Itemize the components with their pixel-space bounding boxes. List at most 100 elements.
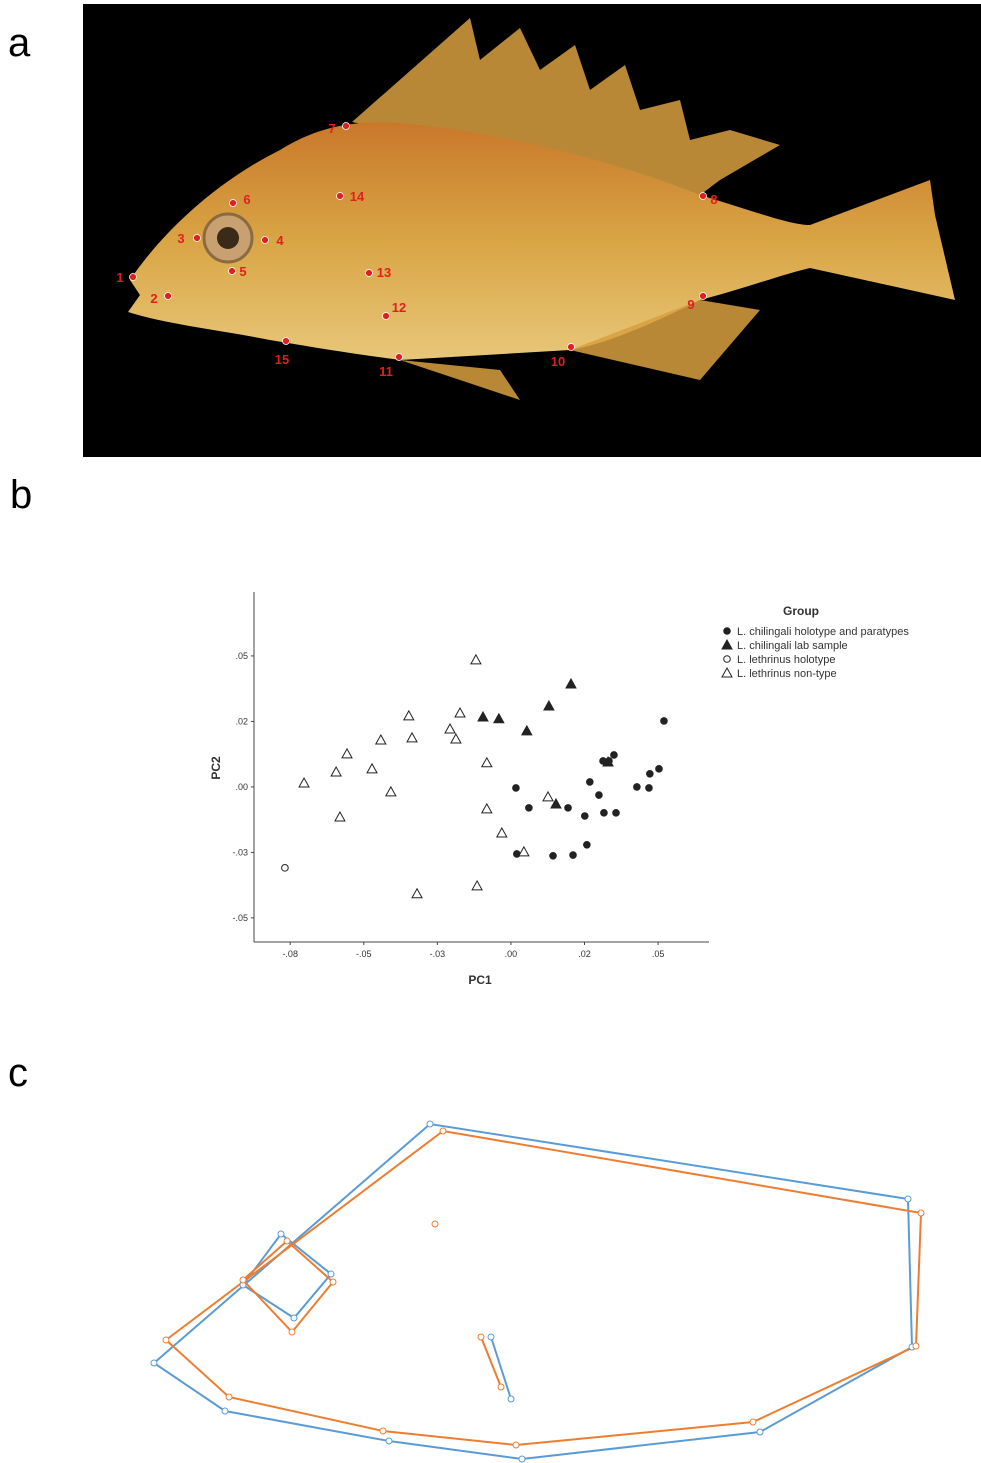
point — [330, 765, 342, 777]
point — [444, 722, 456, 734]
landmark-label: 9 — [687, 297, 694, 312]
y-tick-label: .02 — [235, 716, 248, 726]
landmark-label: 12 — [392, 300, 406, 315]
landmark-label: 8 — [710, 192, 717, 207]
landmark-dot — [164, 292, 172, 300]
landmark-label: 5 — [239, 264, 246, 279]
point — [411, 887, 423, 899]
panel-label: c — [8, 1051, 28, 1095]
point — [385, 785, 397, 797]
landmark-dot — [567, 343, 575, 351]
point — [612, 809, 620, 817]
point — [581, 812, 589, 820]
point — [610, 751, 618, 759]
point — [470, 653, 482, 665]
x-tick-label: .02 — [578, 949, 591, 959]
landmark-dot — [129, 273, 137, 281]
point — [480, 756, 493, 768]
y-tick-label: -.03 — [232, 847, 248, 857]
x-axis-label: PC1 — [468, 973, 492, 987]
point — [543, 699, 555, 711]
point — [542, 790, 554, 802]
point — [334, 811, 346, 822]
point — [569, 851, 577, 859]
legend-label: L. chilingali lab sample — [737, 640, 848, 652]
y-tick-label: .05 — [235, 651, 248, 661]
legend-marker — [721, 638, 733, 650]
legend-label: L. chilingali holotype and paratypes — [737, 626, 909, 638]
point — [549, 852, 557, 860]
landmark-dot — [382, 312, 390, 320]
point — [402, 709, 415, 721]
landmark-dot — [365, 269, 373, 277]
point — [281, 864, 289, 872]
point — [564, 804, 572, 812]
point — [454, 707, 466, 718]
y-tick-label: .00 — [235, 782, 248, 792]
legend-title: Group — [783, 604, 819, 618]
point — [646, 770, 654, 778]
point — [600, 809, 608, 817]
x-tick-label: .00 — [505, 949, 518, 959]
landmark-label: 15 — [275, 352, 289, 367]
x-tick-label: -.05 — [356, 949, 372, 959]
point — [550, 797, 562, 809]
legend-label: L. lethrinus holotype — [737, 654, 835, 666]
landmark-label: 13 — [377, 265, 391, 280]
x-tick-label: .05 — [652, 949, 665, 959]
point — [493, 712, 505, 724]
point — [471, 879, 483, 891]
y-axis-label: PC2 — [209, 756, 223, 780]
landmark-dot — [395, 353, 403, 361]
landmark-label: 10 — [551, 354, 565, 369]
legend-marker — [723, 627, 731, 635]
landmark-dot — [282, 337, 290, 345]
point — [298, 776, 310, 788]
landmark-dot — [229, 199, 237, 207]
point — [660, 717, 668, 725]
legend-marker — [723, 655, 731, 663]
point — [518, 845, 530, 857]
landmark-dot — [193, 234, 201, 242]
point — [341, 747, 353, 759]
x-tick-label: -.08 — [282, 949, 298, 959]
landmark-label: 14 — [350, 189, 365, 204]
point — [520, 724, 533, 736]
point — [583, 841, 591, 849]
legend-label: L. lethrinus non-type — [737, 668, 837, 680]
point — [477, 710, 489, 722]
landmark-dot — [699, 192, 707, 200]
point — [595, 791, 603, 799]
x-tick-label: -.03 — [430, 949, 446, 959]
landmark-label: 2 — [150, 291, 157, 306]
landmark-label: 6 — [243, 192, 250, 207]
landmark-dot — [342, 122, 350, 130]
y-tick-label: -.05 — [232, 913, 248, 923]
landmark-label: 1 — [116, 270, 123, 285]
point — [525, 804, 533, 812]
point — [633, 783, 641, 791]
landmark-label: 3 — [177, 231, 184, 246]
point — [406, 731, 418, 743]
point — [366, 762, 378, 774]
point — [586, 778, 594, 786]
landmark-dot — [336, 192, 344, 200]
point — [602, 755, 614, 767]
panel-label: a — [8, 21, 31, 65]
landmark-dot — [228, 267, 236, 275]
point — [512, 784, 520, 792]
point — [495, 826, 508, 838]
landmark-label: 7 — [328, 121, 335, 136]
point — [480, 802, 493, 814]
point — [450, 732, 462, 744]
scatter-plot: PC1 PC2 Group -.08 -.05 -.03 .00 .02 .05 -.05 -… — [209, 592, 909, 987]
landmark-label: 4 — [276, 233, 284, 248]
point — [565, 677, 577, 689]
point — [655, 765, 663, 773]
point — [645, 784, 653, 792]
legend-marker — [721, 666, 733, 678]
landmark-dot — [261, 236, 269, 244]
landmark-outlines — [150, 1120, 925, 1463]
